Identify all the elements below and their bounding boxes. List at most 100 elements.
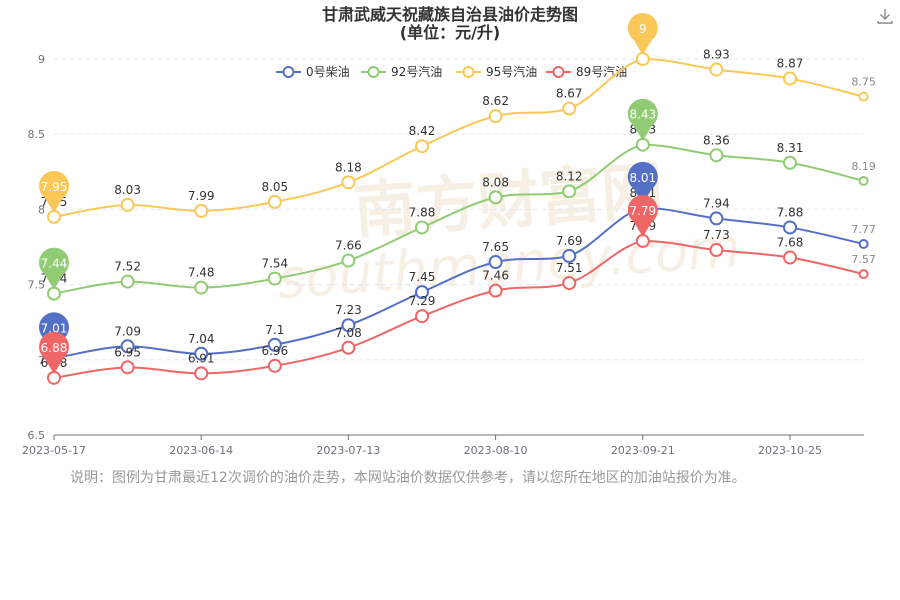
data-label: 7.57	[851, 253, 876, 266]
pin-marker	[39, 331, 70, 374]
data-point	[858, 238, 869, 249]
data-label: 8.36	[703, 133, 730, 147]
data-label: 7.23	[335, 303, 362, 317]
data-point	[267, 271, 282, 286]
pin-label: 6.88	[41, 341, 68, 355]
pin-label: 7.95	[41, 180, 68, 194]
data-point	[709, 243, 724, 258]
data-label: 6.96	[261, 344, 288, 358]
data-label: 7.88	[777, 205, 804, 219]
data-label: 8.31	[777, 141, 804, 155]
y-tick-label: 9	[38, 53, 45, 66]
max-min-pin: 9	[627, 13, 658, 55]
data-label: 8.18	[335, 160, 362, 174]
pin-label: 7.01	[41, 321, 68, 335]
data-label: 7.77	[851, 223, 876, 236]
data-label: 8.03	[114, 183, 141, 197]
legend-marker	[552, 66, 565, 78]
legend-item[interactable]: 95号汽油	[456, 64, 537, 79]
pin-label: 7.79	[629, 204, 656, 218]
data-point	[488, 255, 503, 270]
data-point	[194, 366, 209, 381]
data-point	[341, 318, 356, 333]
legend-marker	[367, 66, 380, 78]
data-label: 7.54	[261, 257, 288, 271]
pin-marker	[627, 194, 658, 237]
data-label: 6.95	[114, 345, 141, 359]
legend-marker	[462, 66, 475, 78]
legend-item[interactable]: 92号汽油	[361, 64, 442, 79]
data-point	[783, 71, 797, 86]
max-min-pin: 8.43	[627, 98, 658, 141]
legend-label: 92号汽油	[391, 64, 442, 79]
legend-label: 0号柴油	[306, 65, 350, 79]
legend-label: 95号汽油	[486, 64, 537, 79]
pin-marker	[627, 98, 658, 141]
data-point	[194, 280, 209, 295]
data-label: 8.87	[777, 57, 804, 71]
legend-item[interactable]: 89号汽油	[546, 64, 627, 79]
data-label: 7.04	[188, 332, 215, 346]
data-label: 8.75	[851, 76, 876, 89]
data-point	[709, 62, 724, 77]
data-point	[415, 285, 429, 300]
data-point	[858, 175, 869, 186]
data-label: 8.05	[261, 180, 288, 194]
max-min-pin: 6.88	[39, 331, 70, 374]
data-label: 7.08	[335, 326, 362, 340]
data-point	[267, 194, 282, 209]
x-tick-label: 2023-09-21	[611, 444, 675, 457]
data-point	[709, 148, 724, 163]
pins-layer: 7.01 8.01 7.44 8.43 7.95 9 6.88 7.79	[39, 13, 658, 374]
data-point	[341, 340, 356, 355]
data-label: 7.52	[114, 260, 141, 274]
max-min-pin: 7.95	[39, 170, 70, 213]
data-label: 7.66	[335, 239, 362, 253]
data-label: 7.46	[482, 269, 509, 283]
data-label: 6.91	[188, 351, 215, 365]
data-label: 7.09	[114, 324, 141, 338]
data-label: 7.94	[703, 196, 730, 210]
pin-label: 8.43	[629, 108, 656, 122]
x-tick-label: 2023-10-25	[758, 444, 822, 457]
pin-label: 7.44	[41, 257, 68, 271]
data-point	[194, 203, 209, 218]
legend-marker	[282, 66, 295, 78]
x-tick-label: 2023-05-17	[22, 444, 86, 457]
data-point	[858, 91, 869, 102]
data-point	[783, 250, 797, 265]
data-label: 7.51	[556, 261, 583, 275]
data-point	[415, 220, 429, 235]
y-tick-label: 6.5	[28, 429, 46, 442]
data-label: 8.93	[703, 48, 730, 62]
y-tick-label: 8	[38, 203, 45, 216]
data-point	[194, 346, 209, 361]
data-point	[341, 175, 356, 190]
data-label: 7.68	[777, 236, 804, 250]
data-point	[488, 283, 503, 298]
legend-item[interactable]: 0号柴油	[276, 65, 350, 79]
data-label: 8.67	[556, 87, 583, 101]
pin-label: 8.01	[629, 171, 656, 185]
legend: 0号柴油 92号汽油 95号汽油 89号汽油	[276, 64, 627, 79]
data-point	[120, 339, 135, 354]
max-min-pin: 7.44	[39, 247, 70, 290]
data-point	[488, 190, 503, 205]
download-icon[interactable]	[875, 6, 895, 26]
y-tick-label: 7.5	[28, 279, 46, 292]
data-label: 7.88	[409, 205, 436, 219]
data-label: 7.45	[409, 270, 436, 284]
data-point	[120, 197, 135, 212]
data-point	[120, 274, 135, 289]
data-point	[341, 253, 356, 268]
pin-marker	[627, 13, 658, 55]
data-label: 7.73	[703, 228, 730, 242]
data-label: 8.08	[482, 175, 509, 189]
data-point	[562, 276, 577, 291]
data-point	[488, 109, 503, 124]
x-tick-label: 2023-06-14	[169, 444, 233, 457]
data-label: 7.29	[409, 294, 436, 308]
data-label: 8.19	[851, 160, 876, 173]
chart-note: 说明：图例为甘肃最近12次调价的油价走势，本网站油价数据仅供参考，请以您所在地区…	[70, 470, 746, 486]
